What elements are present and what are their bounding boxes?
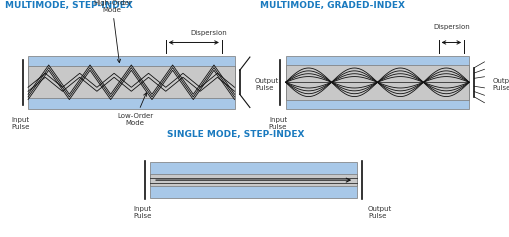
Bar <box>285 65 468 100</box>
Bar <box>28 66 234 98</box>
Text: Input
Pulse: Input Pulse <box>268 117 287 130</box>
Bar <box>28 56 234 109</box>
Text: Dispersion: Dispersion <box>190 30 227 36</box>
Text: Output
Pulse: Output Pulse <box>254 78 279 91</box>
Text: Dispersion: Dispersion <box>432 24 469 30</box>
Text: Input
Pulse: Input Pulse <box>11 117 30 130</box>
Text: Low-Order
Mode: Low-Order Mode <box>117 93 153 126</box>
Bar <box>150 174 356 186</box>
Bar <box>285 56 468 109</box>
Text: Input
Pulse: Input Pulse <box>133 206 151 219</box>
Text: High-Order
Mode: High-Order Mode <box>93 0 131 63</box>
Bar <box>150 162 356 198</box>
Text: Output
Pulse: Output Pulse <box>367 206 391 219</box>
Text: MULTIMODE, GRADED-INDEX: MULTIMODE, GRADED-INDEX <box>260 1 404 10</box>
Text: SINGLE MODE, STEP-INDEX: SINGLE MODE, STEP-INDEX <box>166 130 304 139</box>
Text: Output
Pulse: Output Pulse <box>491 78 509 91</box>
Text: MULTIMODE, STEP-INDEX: MULTIMODE, STEP-INDEX <box>5 1 133 10</box>
